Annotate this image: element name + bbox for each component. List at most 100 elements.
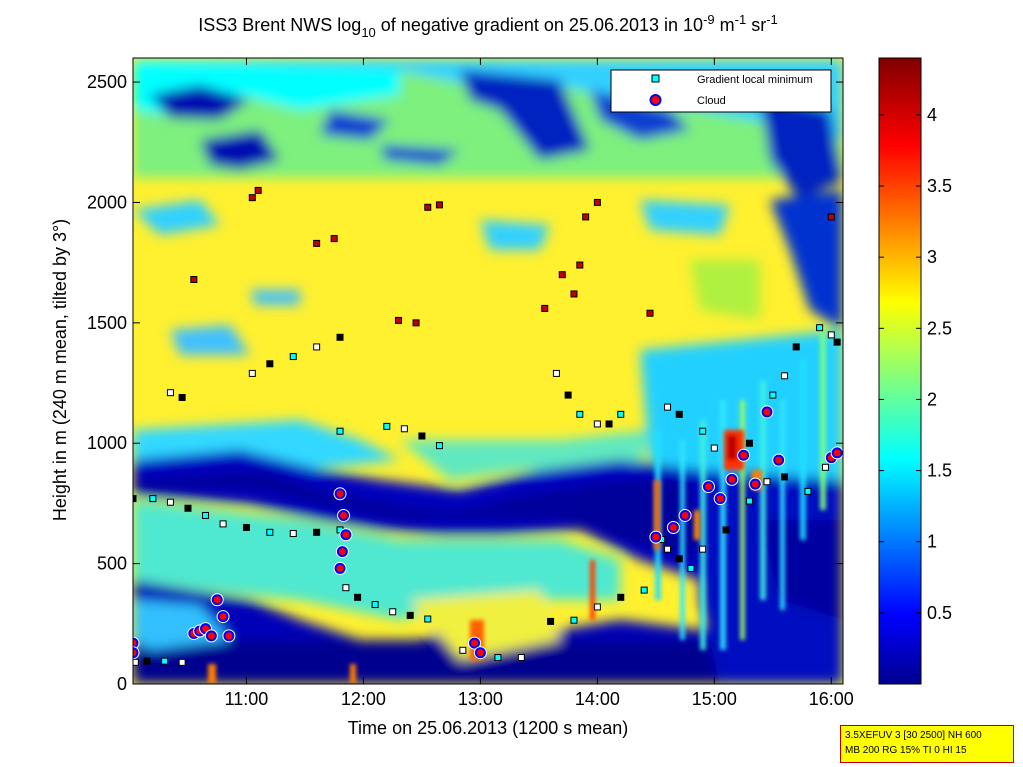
cloud-marker (702, 481, 714, 493)
cloud-marker (211, 594, 223, 606)
gradient-minimum-marker (769, 391, 777, 399)
info-line-2: MB 200 RG 15% TI 0 HI 15 (845, 745, 967, 756)
gradient-minimum-marker (664, 545, 672, 553)
colorbar-tick-label: 3.5 (927, 176, 952, 196)
y-tick-label: 0 (117, 674, 127, 694)
plot-frame (132, 57, 844, 685)
gradient-minimum-marker (821, 463, 829, 471)
x-axis-label: Time on 25.06.2013 (1200 s mean) (348, 718, 629, 738)
gradient-minimum-marker (371, 601, 379, 609)
gradient-minimum-marker (570, 616, 578, 624)
gradient-minimum-marker (593, 603, 601, 611)
x-tick-label: 15:00 (692, 689, 737, 709)
colorbar: 0.5 1 1.5 2 2.5 3 3.5 4 (878, 57, 952, 685)
gradient-minimum-marker (313, 528, 321, 536)
cloud-marker (340, 529, 352, 541)
gradient-minimum-marker (336, 427, 344, 435)
dark-gradient-marker (435, 201, 443, 209)
gradient-minimum-marker (517, 654, 525, 662)
cloud-marker (217, 611, 229, 623)
gradient-minimum-marker (763, 478, 771, 486)
gradient-minimum-marker (745, 439, 753, 447)
gradient-minimum-marker (143, 657, 151, 665)
colorbar-tick-label: 3 (927, 247, 937, 267)
gradient-minimum-marker (389, 608, 397, 616)
gradient-minimum-marker (827, 331, 835, 339)
gradient-minimum-marker (617, 410, 625, 418)
gradient-minimum-marker (289, 530, 297, 538)
cloud-marker (334, 562, 346, 574)
colorbar-tick-label: 0.5 (927, 603, 952, 623)
dark-gradient-marker (582, 213, 590, 221)
gradient-minimum-marker (745, 497, 753, 505)
cloud-marker (205, 630, 217, 642)
gradient-minimum-marker (400, 425, 408, 433)
gradient-minimum-marker (816, 324, 824, 332)
gradient-minimum-marker (640, 586, 648, 594)
dark-gradient-marker (541, 304, 549, 312)
cloud-marker (474, 647, 486, 659)
info-line-1: 3.5XEFUV 3 [30 2500] NH 600 (845, 730, 982, 741)
dark-gradient-marker (395, 316, 403, 324)
gradient-minimum-marker (564, 391, 572, 399)
gradient-minimum-marker (435, 442, 443, 450)
gradient-minimum-marker (833, 338, 841, 346)
gradient-minimum-marker (687, 564, 695, 572)
gradient-minimum-marker (722, 526, 730, 534)
gradient-minimum-marker (552, 369, 560, 377)
colorbar-tick-label: 4 (927, 105, 937, 125)
cloud-marker (338, 509, 350, 521)
gradient-minimum-marker (266, 360, 274, 368)
gradient-minimum-marker (383, 422, 391, 430)
gradient-minimum-marker (576, 410, 584, 418)
dark-gradient-marker (424, 203, 432, 211)
x-tick-label: 13:00 (458, 689, 503, 709)
gradient-minimum-marker (781, 372, 789, 380)
gradient-minimum-marker (354, 593, 362, 601)
legend-marker-cloud (649, 94, 662, 106)
dark-gradient-marker (254, 186, 262, 194)
gradient-minimum-marker (804, 487, 812, 495)
cloud-marker (679, 509, 691, 521)
cloud-marker (133, 647, 139, 659)
y-axis: 0 500 1000 1500 2000 2500 (87, 72, 843, 694)
gradient-minimum-marker (219, 520, 227, 528)
cloud-marker (336, 546, 348, 558)
dark-gradient-marker (190, 276, 198, 284)
gradient-minimum-marker (792, 343, 800, 351)
cloud-marker (133, 637, 139, 649)
gradient-minimum-marker (242, 524, 250, 531)
cloud-marker (738, 449, 750, 461)
x-tick-label: 12:00 (341, 689, 386, 709)
x-axis: 11:00 12:00 13:00 14:00 15:00 16:00 (225, 58, 854, 709)
colorbar-tick-label: 1.5 (927, 461, 952, 481)
cloud-marker (714, 493, 726, 505)
gradient-minimum-marker (133, 495, 137, 503)
cloud-marker (469, 637, 481, 649)
chart-title: ISS3 Brent NWS log10 of negative gradien… (198, 12, 778, 40)
dark-gradient-marker (248, 194, 256, 202)
gradient-minimum-marker (313, 343, 321, 351)
gradient-minimum-marker (781, 473, 789, 481)
gradient-minimum-marker (699, 545, 707, 553)
gradient-minimum-marker (202, 511, 210, 519)
gradient-minimum-marker (342, 584, 350, 592)
gradient-minimum-marker (424, 615, 432, 623)
y-axis-label: Height in m (240 m mean, tilted by 3°) (50, 219, 70, 521)
cloud-marker (761, 406, 773, 418)
gradient-minimum-marker (675, 410, 683, 418)
dark-gradient-marker (412, 319, 420, 327)
gradient-minimum-marker (494, 654, 502, 662)
cloud-marker (334, 488, 346, 500)
y-tick-label: 500 (97, 554, 127, 574)
gradient-minimum-marker (336, 333, 344, 341)
x-tick-label: 16:00 (809, 689, 854, 709)
gradient-minimum-marker (178, 658, 186, 666)
dark-gradient-marker (313, 239, 321, 247)
colorbar-gradient (878, 57, 922, 685)
cloud-marker (831, 447, 843, 459)
gradient-minimum-marker (133, 658, 139, 666)
x-tick-label: 11:00 (225, 689, 269, 709)
gradient-minimum-marker (593, 420, 601, 428)
colorbar-tick-label: 2.5 (927, 318, 952, 338)
